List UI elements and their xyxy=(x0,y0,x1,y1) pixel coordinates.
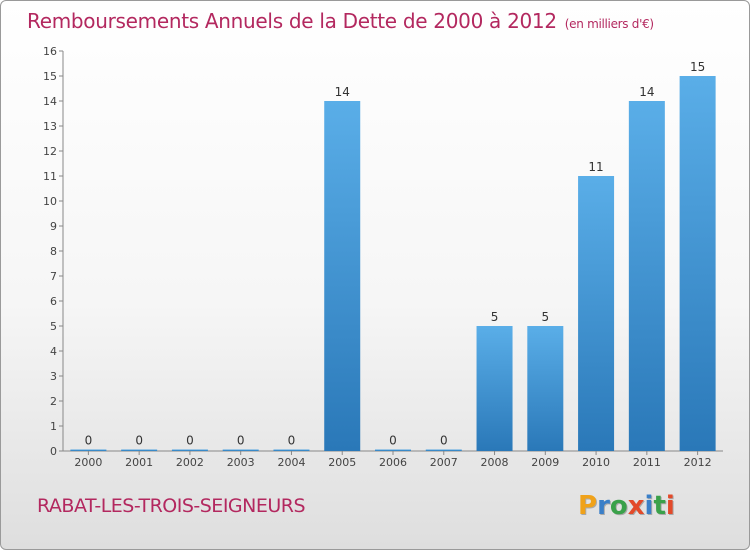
bar xyxy=(628,101,665,451)
logo-letter: o xyxy=(609,491,628,521)
logo-letter: t xyxy=(653,491,666,521)
y-tick-label: 2 xyxy=(50,395,57,408)
y-tick-label: 12 xyxy=(43,145,57,158)
bar-value-label: 0 xyxy=(186,434,194,448)
y-tick-label: 0 xyxy=(50,445,57,458)
bar-value-label: 5 xyxy=(541,310,549,324)
bar xyxy=(222,449,259,451)
x-tick-label: 2003 xyxy=(227,456,255,469)
bar xyxy=(679,76,716,451)
y-tick-label: 16 xyxy=(43,45,57,58)
logo-letter: i xyxy=(644,491,654,521)
logo-letter: P xyxy=(578,491,598,521)
y-tick-label: 13 xyxy=(43,120,57,133)
chart-bars xyxy=(70,76,716,451)
chart-title-text: Remboursements Annuels de la Dette de 20… xyxy=(27,9,557,33)
bar-value-label: 11 xyxy=(588,160,603,174)
y-tick-label: 9 xyxy=(50,220,57,233)
proxiti-logo: Proxiti xyxy=(578,491,675,521)
chart-data-labels: 0 0 0 0 0 14 0 0 5 5 11 14 15 xyxy=(85,60,706,448)
x-tick-label: 2009 xyxy=(531,456,559,469)
x-tick-label: 2002 xyxy=(176,456,204,469)
commune-name: RABAT-LES-TROIS-SEIGNEURS xyxy=(37,495,306,517)
chart-title: Remboursements Annuels de la Dette de 20… xyxy=(27,9,654,33)
y-tick-label: 4 xyxy=(50,345,57,358)
x-tick-label: 2012 xyxy=(684,456,712,469)
bar xyxy=(578,176,615,451)
logo-letter: i xyxy=(665,491,675,521)
y-tick-label: 1 xyxy=(50,420,57,433)
y-tick-label: 14 xyxy=(43,95,57,108)
bar-value-label: 0 xyxy=(237,434,245,448)
bar-value-label: 0 xyxy=(389,434,397,448)
x-tick-label: 2011 xyxy=(633,456,661,469)
x-tick-label: 2008 xyxy=(481,456,509,469)
bar xyxy=(273,449,310,451)
logo-letter: r xyxy=(597,491,610,521)
bar-value-label: 0 xyxy=(288,434,296,448)
y-tick-label: 11 xyxy=(43,170,57,183)
bar xyxy=(476,326,513,451)
bar-value-label: 14 xyxy=(335,85,350,99)
x-tick-label: 2007 xyxy=(430,456,458,469)
x-tick-label: 2006 xyxy=(379,456,407,469)
chart-unit: (en milliers d'€) xyxy=(564,17,654,31)
x-tick-label: 2010 xyxy=(582,456,610,469)
y-tick-label: 6 xyxy=(50,295,57,308)
bar xyxy=(324,101,361,451)
x-tick-label: 2000 xyxy=(74,456,102,469)
x-tick-label: 2001 xyxy=(125,456,153,469)
bar xyxy=(171,449,208,451)
bar-value-label: 14 xyxy=(639,85,654,99)
bar-value-label: 0 xyxy=(135,434,143,448)
bar xyxy=(121,449,158,451)
bar-value-label: 15 xyxy=(690,60,705,74)
bar xyxy=(425,449,462,451)
bar-value-label: 0 xyxy=(440,434,448,448)
x-tick-label: 2004 xyxy=(277,456,305,469)
y-tick-label: 15 xyxy=(43,70,57,83)
bar xyxy=(375,449,411,451)
logo-letter: x xyxy=(627,491,645,521)
bar xyxy=(527,326,564,451)
x-tick-label: 2005 xyxy=(328,456,356,469)
bar-value-label: 5 xyxy=(491,310,499,324)
y-tick-label: 5 xyxy=(50,320,57,333)
y-tick-label: 8 xyxy=(50,245,57,258)
y-tick-label: 10 xyxy=(43,195,57,208)
bar-value-label: 0 xyxy=(85,434,93,448)
y-tick-label: 3 xyxy=(50,370,57,383)
bar xyxy=(70,449,107,451)
y-tick-label: 7 xyxy=(50,270,57,283)
